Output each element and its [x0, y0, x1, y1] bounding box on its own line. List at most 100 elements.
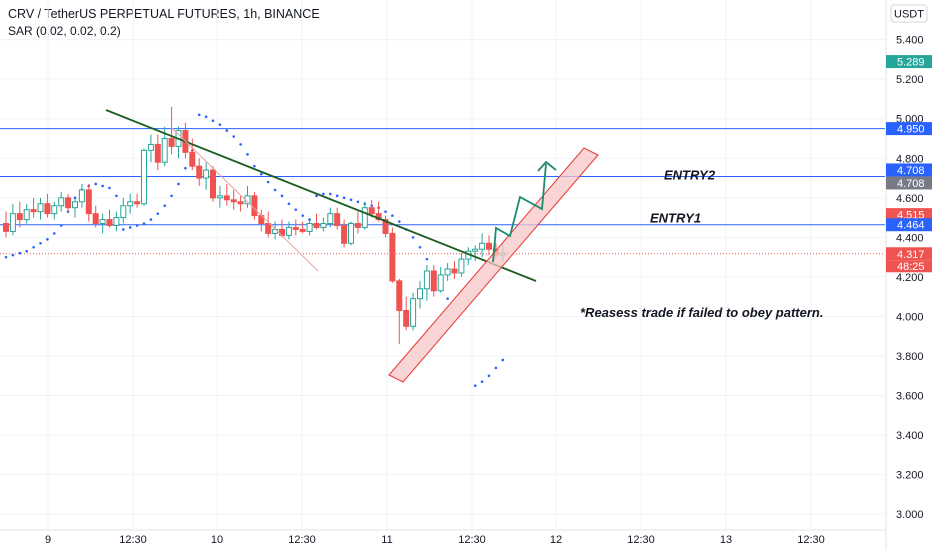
horizontal-levels: [0, 128, 885, 255]
sar-dot: [25, 249, 29, 253]
sar-dot: [349, 198, 353, 202]
sar-indicator-label[interactable]: SAR (0.02, 0.02, 0.2): [8, 24, 121, 38]
countdown-badge: [886, 260, 932, 273]
sar-dot: [280, 194, 284, 198]
candle-body: [154, 143, 161, 163]
sar-dot: [115, 194, 118, 198]
price-tick-label: 3.400: [896, 430, 924, 442]
candle-body: [147, 143, 154, 151]
candle-body: [458, 258, 465, 274]
candle-body: [230, 199, 237, 203]
candle-body: [334, 213, 341, 227]
price-tick-label: 3.200: [896, 470, 924, 482]
candle-body: [216, 195, 223, 199]
sar-dot: [4, 255, 8, 259]
candle-body: [51, 205, 58, 215]
price-tick-label: 5.200: [896, 74, 924, 86]
candle-body: [85, 189, 92, 215]
sar-dot: [425, 257, 429, 261]
price-tick-label: 3.600: [896, 391, 924, 403]
candle-body: [210, 169, 216, 199]
time-tick-label: 12:30: [119, 534, 147, 546]
time-tick-label: 12:30: [797, 534, 825, 546]
trend-line: [105, 109, 537, 282]
candle-body: [361, 207, 368, 228]
time-tick-label: 13: [720, 534, 732, 546]
time-tick-label: 12:30: [458, 534, 486, 546]
sar-dot: [391, 214, 394, 217]
sar-dot: [135, 224, 139, 227]
candle-body: [389, 232, 396, 282]
time-tick-label: 12:30: [288, 534, 316, 546]
projection-path: [492, 163, 547, 263]
candle-body: [9, 213, 16, 232]
reassess-note: *Reasess trade if failed to obey pattern…: [580, 305, 823, 320]
grid: [0, 0, 885, 530]
candle-body: [65, 197, 72, 209]
price-badge: [886, 218, 932, 232]
sar-dot: [218, 123, 222, 126]
candle-body: [203, 169, 210, 179]
symbol-title[interactable]: CRV / TetherUS PERPETUAL FUTURES, 1h, BI…: [8, 7, 320, 21]
sar-dot: [204, 115, 208, 119]
sar-dot: [487, 374, 491, 378]
candle-body: [141, 149, 147, 205]
sar-dot: [142, 222, 146, 225]
sar-dot: [273, 188, 277, 192]
sar-dot: [246, 153, 249, 156]
time-tick-label: 10: [211, 534, 223, 546]
countdown-label: 48:25: [897, 261, 925, 273]
time-axis[interactable]: 9 12:30 10 12:30 11 12:30 12 12:30 13 12:30: [45, 534, 825, 546]
candle-body: [16, 213, 23, 221]
candle-body: [486, 242, 492, 250]
ascending-channel: [388, 147, 599, 383]
candle-body: [410, 298, 417, 327]
price-badge: [886, 122, 932, 136]
price-tick-label: 3.800: [896, 351, 924, 363]
sar-dot: [101, 184, 104, 188]
sar-dot: [501, 358, 505, 362]
price-tick-label: 4.600: [896, 193, 924, 205]
sar-dot: [473, 384, 477, 387]
sar-dot: [287, 202, 291, 206]
sar-dot: [170, 194, 173, 198]
candle-body: [292, 226, 299, 230]
candle-body: [472, 248, 479, 252]
sar-dot: [149, 218, 153, 221]
candle-body: [430, 270, 437, 292]
price-badge: [886, 55, 932, 69]
price-badge-label: 4.317: [897, 249, 925, 261]
candle-body: [444, 268, 451, 276]
sar-dot: [59, 224, 63, 227]
sar-dot: [446, 297, 449, 300]
price-tick-label: 4.800: [896, 153, 924, 165]
candle-body: [251, 195, 258, 217]
candle-body: [265, 223, 272, 234]
currency-label: USDT: [894, 9, 924, 21]
candle-body: [196, 165, 203, 179]
drawings: [105, 109, 599, 383]
entry2-label: ENTRY2: [664, 167, 716, 182]
candle-body: [320, 223, 327, 228]
price-tick-label: 4.000: [896, 311, 924, 323]
sar-dot: [122, 228, 125, 231]
sar-dot: [398, 220, 401, 223]
candle-body: [30, 209, 37, 213]
price-badge: [886, 247, 932, 261]
candle-body: [423, 270, 430, 290]
candle-body: [44, 203, 51, 215]
candle-body: [223, 195, 230, 201]
price-badge-label: 4.708: [897, 165, 925, 177]
candle-body: [479, 242, 486, 250]
candle-body: [403, 310, 410, 327]
sar-dot: [480, 380, 484, 384]
candle-body: [368, 207, 375, 215]
sar-dot: [177, 182, 180, 186]
sar-dot: [39, 241, 42, 245]
price-badge: [886, 176, 932, 190]
price-badge-label: 4.950: [897, 124, 925, 136]
candle-body: [106, 219, 113, 226]
time-tick-label: 11: [381, 534, 392, 546]
